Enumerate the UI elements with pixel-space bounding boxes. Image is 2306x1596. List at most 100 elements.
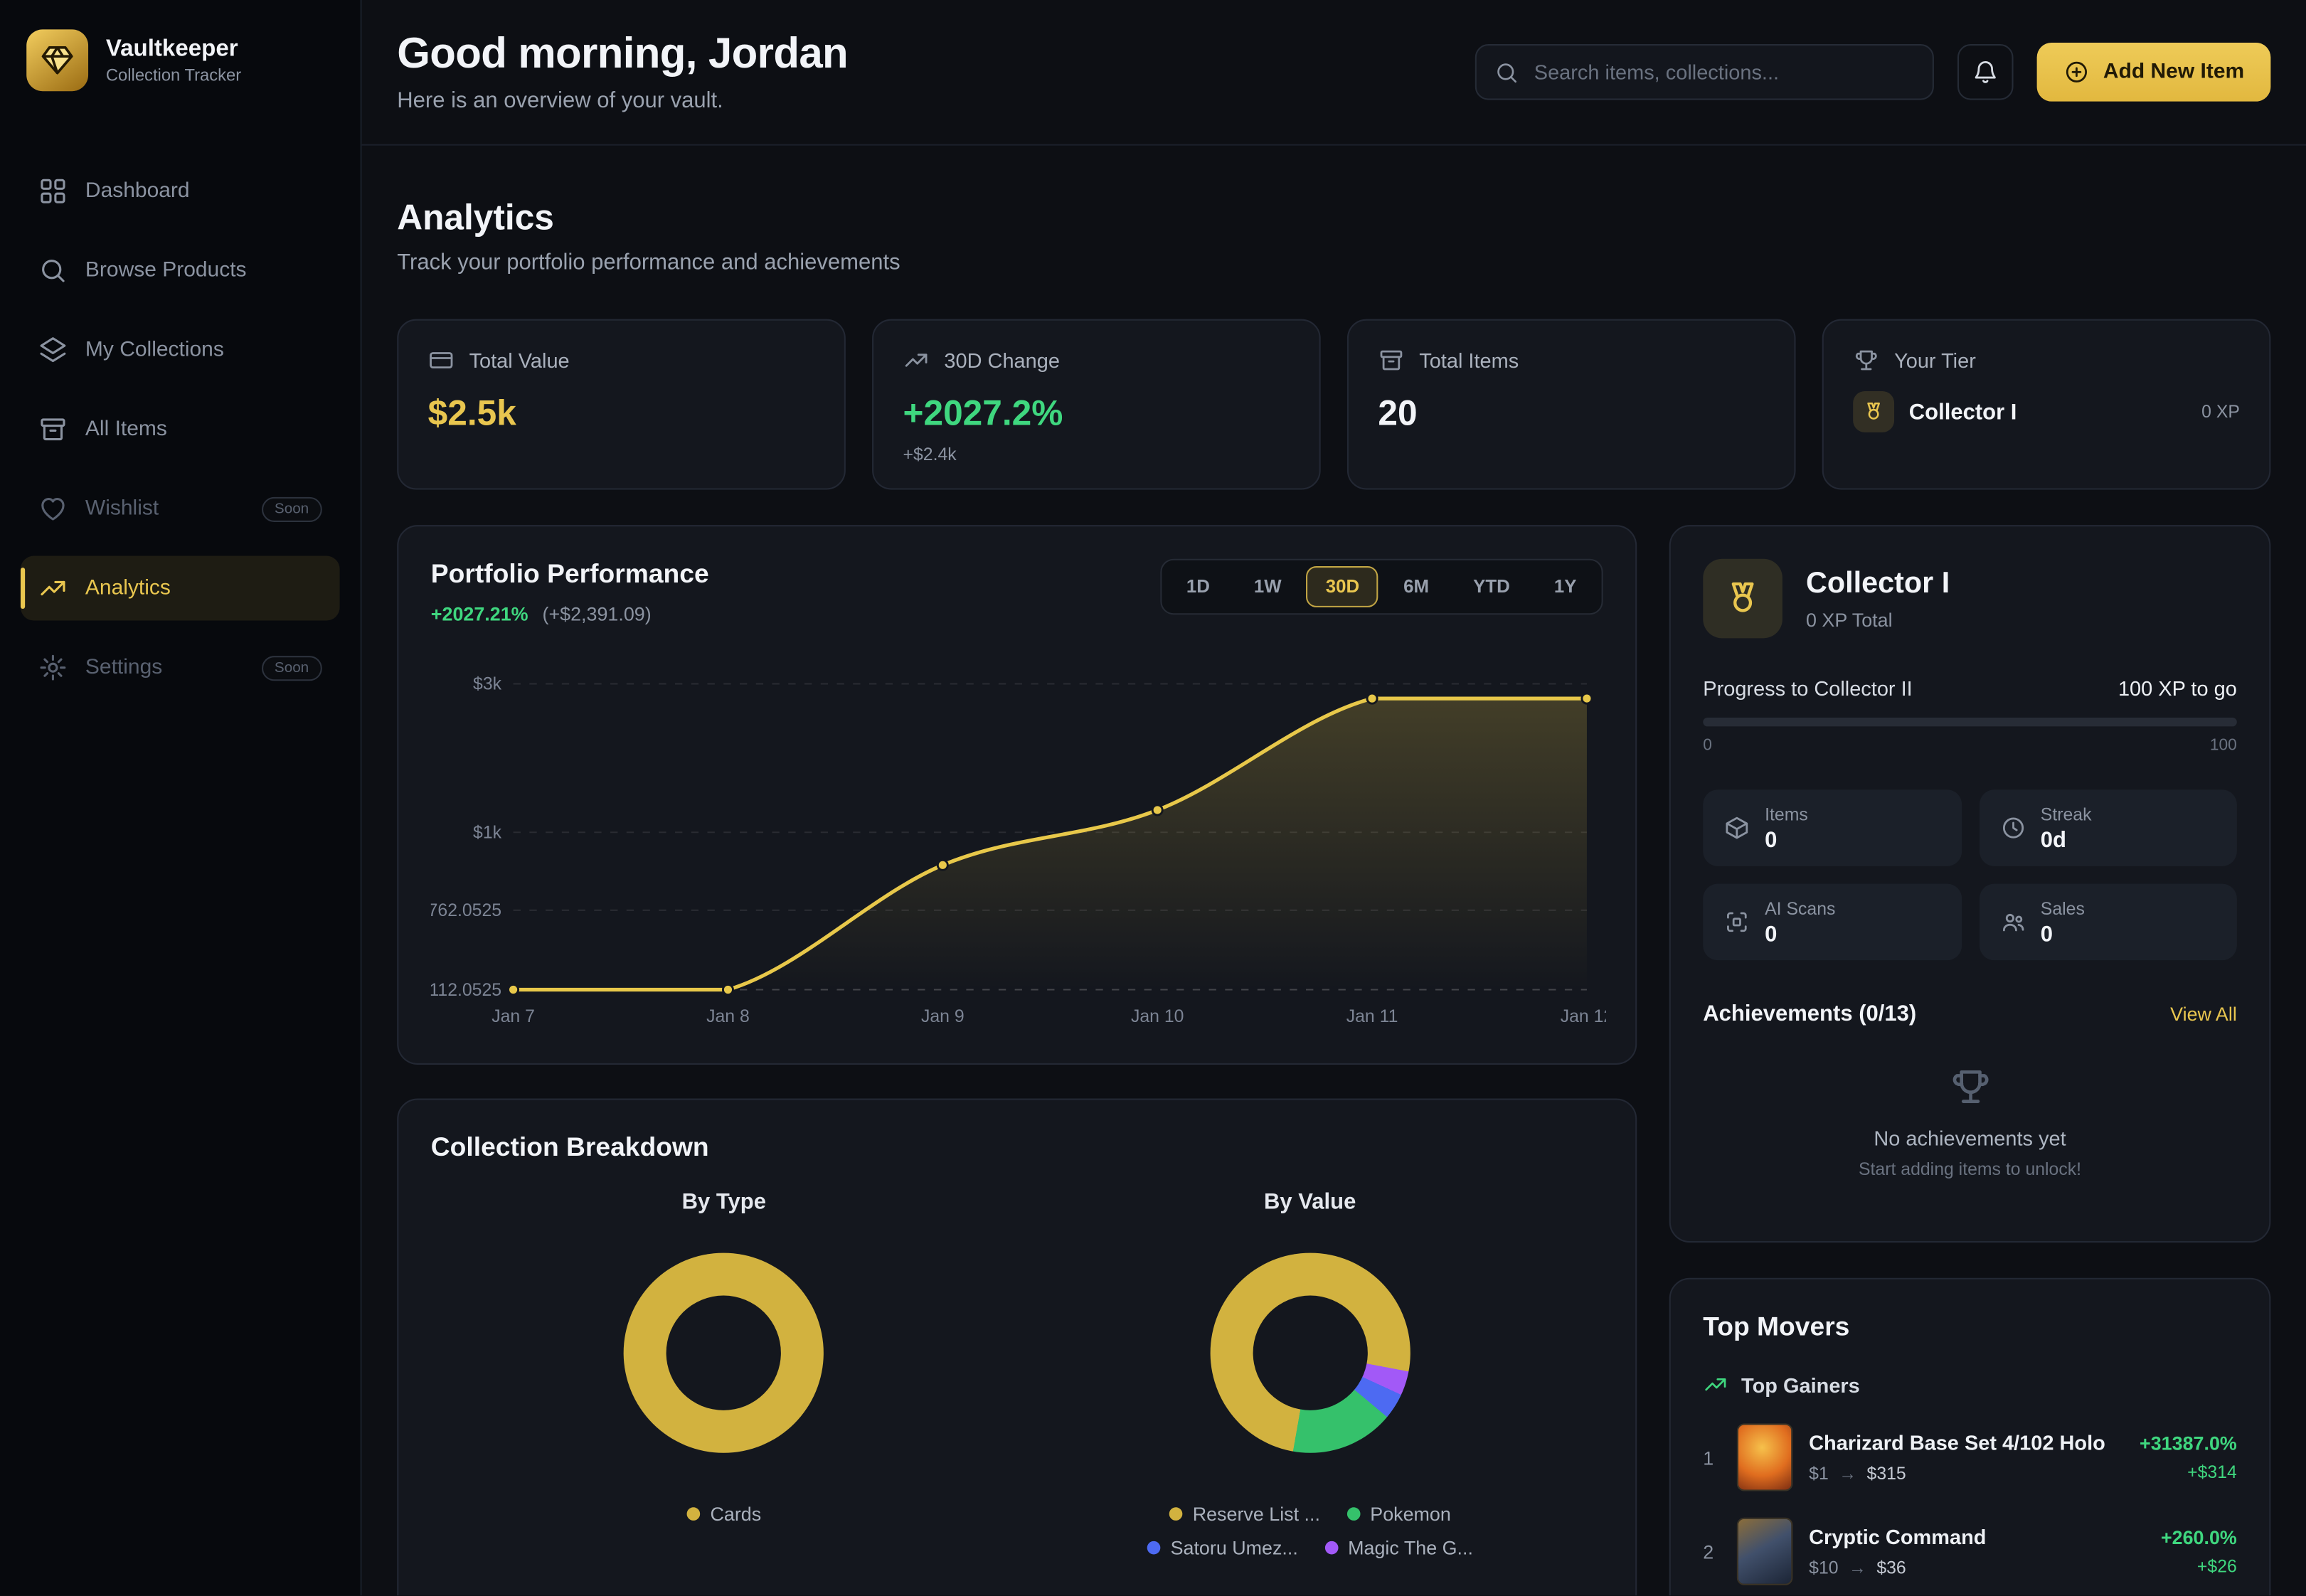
top-mover-row[interactable]: 1 Charizard Base Set 4/102 Holo $1 → $31… (1703, 1423, 2237, 1491)
page-title: Good morning, Jordan (397, 31, 849, 78)
main-area: Good morning, Jordan Here is an overview… (361, 0, 2306, 1596)
price-from: $1 (1809, 1463, 1829, 1484)
sidebar-item-label: Browse Products (85, 258, 247, 282)
tier-stat-tiles: Items 0 Streak 0d (1703, 789, 2237, 961)
progress-label: Progress to Collector II (1703, 676, 1913, 701)
stat-card-your-tier: Your Tier Collector I 0 XP (1822, 319, 2271, 490)
range-button-1d[interactable]: 1D (1167, 566, 1229, 607)
add-new-item-button[interactable]: Add New Item (2036, 42, 2271, 102)
global-search[interactable] (1475, 44, 1935, 100)
legend-dot (1346, 1507, 1360, 1521)
tile-value: 0 (2040, 921, 2053, 947)
svg-text:762.0525: 762.0525 (431, 901, 501, 920)
legend-label: Magic The G... (1348, 1536, 1473, 1559)
top-mover-row[interactable]: 2 Cryptic Command $10 → $36 (1703, 1517, 2237, 1585)
svg-text:Jan 9: Jan 9 (921, 1007, 965, 1026)
soon-badge: Soon (261, 496, 322, 521)
sidebar-item-my-collections[interactable]: My Collections (21, 318, 340, 383)
mover-info: Cryptic Command $10 → $36 (1809, 1525, 2145, 1578)
mover-change: +260.0% +$26 (2161, 1526, 2237, 1576)
app-logo-gem-icon (26, 29, 89, 92)
sidebar-item-browse-products[interactable]: Browse Products (21, 238, 340, 303)
tier-name: Collector I (1908, 399, 2017, 425)
range-button-1w[interactable]: 1W (1235, 566, 1301, 607)
tile-sales: Sales 0 (1978, 883, 2237, 961)
range-button-ytd[interactable]: YTD (1454, 566, 1529, 607)
sidebar-item-settings[interactable]: Settings Soon (21, 635, 340, 700)
mover-rank: 1 (1703, 1446, 1714, 1469)
mover-info: Charizard Base Set 4/102 Holo $1 → $315 (1809, 1431, 2123, 1484)
sidebar-item-all-items[interactable]: All Items (21, 397, 340, 462)
soon-badge: Soon (261, 655, 322, 681)
tile-value: 0 (1765, 921, 1778, 947)
tile-value: 0d (2040, 827, 2067, 853)
trending-up-icon (903, 347, 930, 373)
progress-min: 0 (1703, 736, 1712, 755)
collector-head-text: Collector I 0 XP Total (1806, 567, 1950, 630)
empty-subtitle: Start adding items to unlock! (1858, 1159, 2082, 1180)
svg-text:Jan 12: Jan 12 (1561, 1007, 1606, 1026)
legend-label: Pokemon (1370, 1503, 1451, 1526)
stat-card-total-items: Total Items 20 (1346, 319, 1796, 490)
tile-label: Items (1765, 803, 1808, 824)
view-all-link[interactable]: View All (2170, 1003, 2237, 1026)
sidebar-item-label: Wishlist (85, 496, 159, 521)
sidebar-item-label: All Items (85, 417, 167, 442)
notifications-button[interactable] (1957, 44, 2014, 100)
tile-streak: Streak 0d (1978, 789, 2237, 866)
item-name: Charizard Base Set 4/102 Holo (1809, 1430, 2105, 1454)
range-button-6m[interactable]: 6M (1384, 566, 1448, 607)
svg-text:Jan 10: Jan 10 (1131, 1007, 1184, 1026)
change-percent: +31387.0% (2140, 1432, 2237, 1454)
xp-progress-bar (1703, 717, 2237, 727)
sidebar: Vaultkeeper Collection Tracker Dashboard… (0, 0, 362, 1596)
sidebar-item-dashboard[interactable]: Dashboard (21, 159, 340, 223)
sidebar-item-label: Dashboard (85, 179, 190, 203)
top-gainers-header: Top Gainers (1703, 1372, 2237, 1397)
card-title: Top Movers (1703, 1312, 1850, 1341)
price-from: $10 (1809, 1557, 1839, 1578)
section-subtitle: Track your portfolio performance and ach… (397, 250, 900, 275)
trending-up-icon (1703, 1372, 1728, 1397)
search-input[interactable] (1534, 60, 1916, 84)
top-gainers-label: Top Gainers (1741, 1373, 1860, 1397)
legend-dot (686, 1507, 700, 1521)
tier-xp-total: 0 XP Total (1806, 607, 1893, 630)
by-value-donut-chart (1210, 1252, 1410, 1453)
legend-item: Pokemon (1346, 1503, 1451, 1525)
change-amount: +$314 (2187, 1462, 2237, 1483)
svg-text:Jan 8: Jan 8 (706, 1007, 750, 1026)
trophy-icon (1948, 1065, 1992, 1109)
card-title: Portfolio Performance (430, 558, 709, 589)
collection-breakdown-card: Collection Breakdown By Type Cards By Va… (397, 1098, 1637, 1596)
achievements-title: Achievements (0/13) (1703, 1001, 1917, 1027)
change-amount: +$26 (2196, 1555, 2237, 1577)
legend-item: Cards (686, 1503, 761, 1525)
tile-label: AI Scans (1765, 898, 1836, 919)
donut-title: By Value (1264, 1189, 1356, 1215)
breakdown-by-type: By Type Cards (431, 1190, 1017, 1559)
stat-card-total-value: Total Value $2.5k (397, 319, 846, 490)
section-title: Analytics (397, 198, 554, 238)
legend-label: Cards (710, 1503, 762, 1526)
breakdown-by-value: By Value Reserve List ... Pokemon Satoru U… (1017, 1190, 1603, 1559)
change-percent: +260.0% (2160, 1526, 2237, 1549)
greeting-block: Good morning, Jordan Here is an overview… (397, 31, 848, 113)
medal-icon (1703, 558, 1782, 639)
tile-label: Streak (2040, 803, 2092, 824)
price-to: $315 (1866, 1463, 1906, 1484)
dashboard-columns: Portfolio Performance +2027.21% (+$2,391… (397, 525, 2271, 1596)
analytics-section-header: Analytics Track your portfolio performan… (397, 198, 2270, 275)
plus-circle-icon (2063, 59, 2090, 85)
scan-frame-icon (1723, 909, 1750, 935)
stat-value: $2.5k (427, 394, 516, 434)
tile-label: Sales (2040, 898, 2085, 919)
change-amount: (+$2,391.09) (542, 602, 652, 625)
item-thumbnail (1736, 1517, 1793, 1585)
sidebar-item-analytics[interactable]: Analytics (20, 555, 340, 621)
add-new-item-label: Add New Item (2103, 60, 2245, 84)
range-button-30d[interactable]: 30D (1306, 566, 1379, 607)
sidebar-item-wishlist[interactable]: Wishlist Soon (21, 477, 340, 541)
range-button-1y[interactable]: 1Y (1535, 566, 1595, 607)
portfolio-change: +2027.21% (+$2,391.09) (431, 603, 709, 625)
